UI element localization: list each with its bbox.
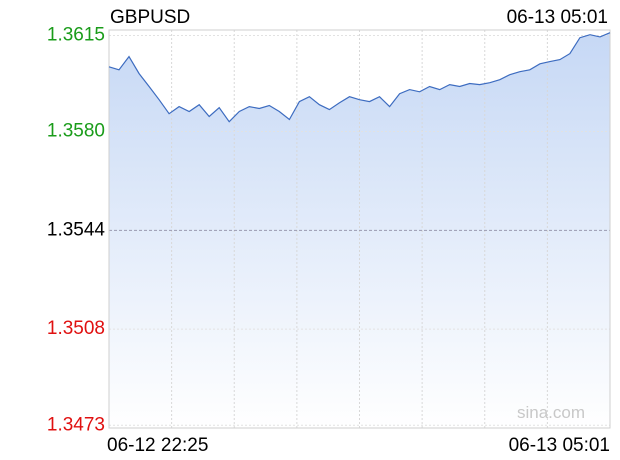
latest-time: 06-13 05:01 [507, 7, 608, 28]
chart-title: GBPUSD [110, 7, 190, 28]
watermark: sina.com [517, 403, 585, 422]
y-tick-label: 1.3544 [47, 219, 106, 240]
x-tick-label: 06-12 22:25 [107, 435, 208, 456]
y-tick-label: 1.3508 [47, 318, 105, 339]
line [108, 32, 611, 123]
y-tick-label: 1.3473 [47, 414, 105, 435]
y-tick-label: 1.3615 [47, 24, 105, 45]
x-tick-label: 06-13 05:01 [509, 435, 610, 456]
y-tick-label: 1.3580 [47, 121, 105, 142]
plot-border [108, 29, 611, 429]
